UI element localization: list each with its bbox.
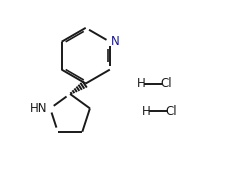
Text: Cl: Cl (165, 105, 177, 118)
Text: N: N (111, 35, 120, 48)
Text: Cl: Cl (160, 77, 172, 90)
Text: HN: HN (30, 102, 48, 114)
Text: H: H (142, 105, 151, 118)
Text: H: H (137, 77, 146, 90)
